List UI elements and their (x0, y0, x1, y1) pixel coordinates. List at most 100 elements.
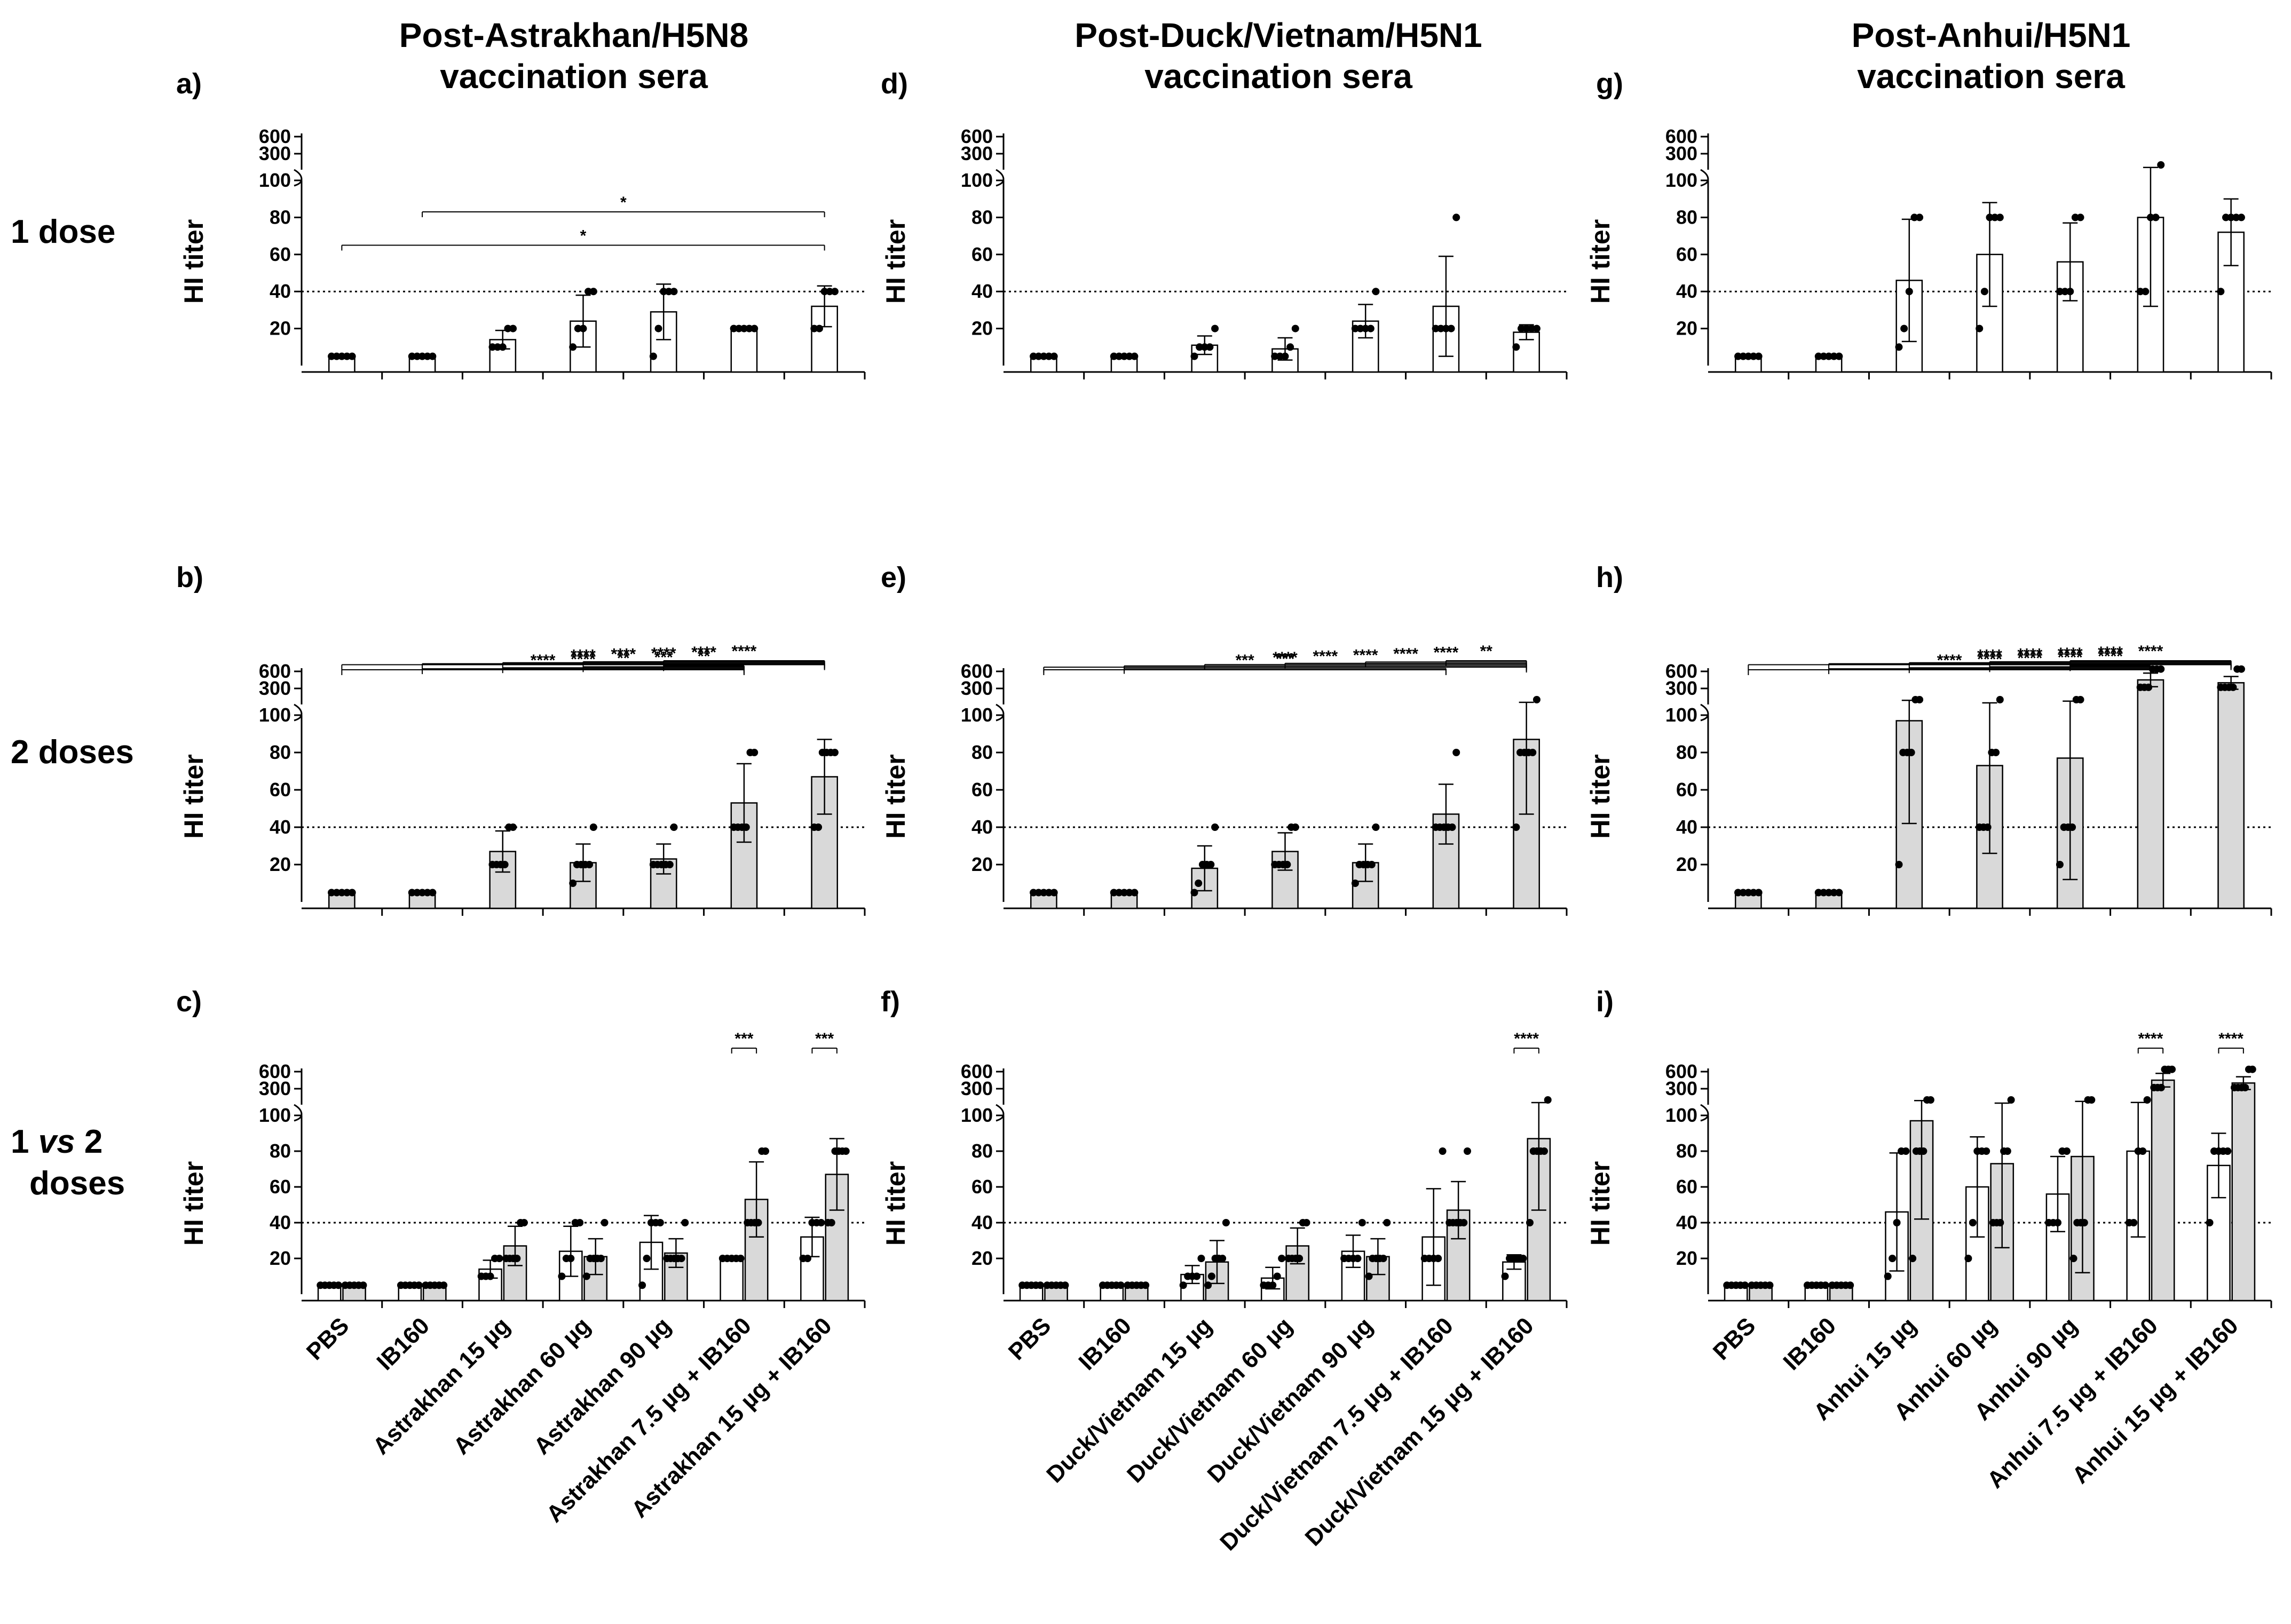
data-point (1517, 324, 1525, 332)
data-point (589, 823, 597, 831)
data-point (2145, 683, 2153, 691)
data-point (1045, 889, 1053, 897)
data-point (429, 889, 437, 897)
data-point (1219, 1255, 1227, 1262)
y-tick-label: 600 (961, 660, 993, 682)
data-point (1286, 343, 1294, 351)
y-tick-label: 40 (1676, 280, 1697, 302)
significance-label: **** (2098, 644, 2123, 661)
data-point (1820, 352, 1828, 360)
data-point (1379, 1255, 1387, 1262)
data-point (1190, 352, 1198, 360)
data-point (677, 1255, 685, 1262)
data-point (1030, 889, 1038, 897)
y-axis-label: HI titer (881, 754, 911, 838)
data-point (2068, 823, 2076, 831)
data-point (681, 1219, 689, 1226)
data-point (1061, 1281, 1069, 1289)
y-tick-label: 600 (259, 125, 291, 147)
data-point (1200, 343, 1208, 351)
y-tick-label: 600 (961, 1060, 993, 1082)
y-tick-label: 100 (1665, 1104, 1697, 1126)
data-point (1179, 1281, 1187, 1289)
y-tick-label: 40 (1676, 1211, 1697, 1233)
data-point (509, 324, 517, 332)
data-point (509, 823, 517, 831)
data-point (2241, 1083, 2249, 1091)
data-point (1755, 352, 1763, 360)
data-point (567, 1255, 575, 1262)
data-point (1532, 324, 1540, 332)
data-point (2130, 1219, 2138, 1226)
data-point (1196, 343, 1204, 351)
data-point (1996, 1219, 2004, 1226)
data-point (1117, 1281, 1125, 1289)
data-point (1976, 324, 1984, 332)
col2-title-line1: Post-Duck/Vietnam/H5N1 (1075, 16, 1482, 54)
data-point (810, 324, 818, 332)
col1-title-line2: vaccination sera (440, 57, 708, 96)
data-point (1980, 288, 1988, 296)
data-point (601, 1219, 609, 1226)
y-tick-label: 100 (961, 169, 993, 191)
data-point (338, 352, 346, 360)
data-point (1050, 889, 1058, 897)
data-point (1211, 324, 1219, 332)
y-tick-label: 60 (1676, 1176, 1697, 1198)
data-point (579, 324, 587, 332)
data-point (654, 324, 662, 332)
data-point (2003, 1147, 2011, 1155)
pair-significance-label: **** (1514, 1030, 1539, 1048)
data-point (660, 288, 668, 296)
data-point (817, 1219, 825, 1226)
y-tick-label: 60 (1676, 779, 1697, 801)
data-point (1439, 1147, 1447, 1155)
data-point (1448, 823, 1456, 831)
significance-label: **** (2058, 645, 2083, 662)
data-point (831, 749, 839, 756)
data-point (1110, 352, 1118, 360)
y-tick-label: 600 (1665, 660, 1697, 682)
significance-label: **** (732, 643, 757, 660)
data-point (2168, 1065, 2176, 1073)
significance-label: ** (1480, 643, 1493, 660)
y-tick-label: 40 (1676, 816, 1697, 838)
data-point (2248, 1065, 2256, 1073)
axis-break-mark (294, 703, 303, 722)
col3-title-line2: vaccination sera (1857, 57, 2125, 96)
y-tick-label: 600 (259, 1060, 291, 1082)
data-point (2136, 288, 2144, 296)
data-point (1984, 823, 1992, 831)
data-point (1372, 823, 1380, 831)
y-tick-label: 60 (971, 1176, 993, 1198)
data-point (2227, 213, 2235, 221)
y-tick-label: 600 (961, 125, 993, 147)
data-point (2146, 213, 2154, 221)
y-tick-label: 40 (270, 816, 291, 838)
data-point (1030, 352, 1038, 360)
data-point (1037, 1281, 1045, 1289)
y-tick-label: 300 (259, 677, 291, 699)
data-point (1991, 213, 1999, 221)
data-point (2206, 1219, 2214, 1226)
bar (720, 1257, 744, 1302)
y-tick-label: 100 (1665, 704, 1697, 726)
data-point (2237, 213, 2245, 221)
data-point (338, 889, 346, 897)
row2-label: 2 doses (11, 734, 134, 771)
data-point (1197, 1255, 1205, 1262)
data-point (1195, 880, 1203, 887)
y-tick-label: 100 (259, 704, 291, 726)
y-tick-label: 300 (1665, 1078, 1697, 1099)
data-point (735, 324, 743, 332)
data-point (1269, 1281, 1277, 1289)
axis-break-mark (294, 169, 303, 187)
data-point (2061, 288, 2069, 296)
y-tick-label: 300 (961, 677, 993, 699)
col1-title-line1: Post-Astrakhan/H5N8 (399, 16, 748, 54)
data-point (1512, 823, 1520, 831)
data-point (494, 343, 502, 351)
data-point (2007, 1096, 2015, 1104)
